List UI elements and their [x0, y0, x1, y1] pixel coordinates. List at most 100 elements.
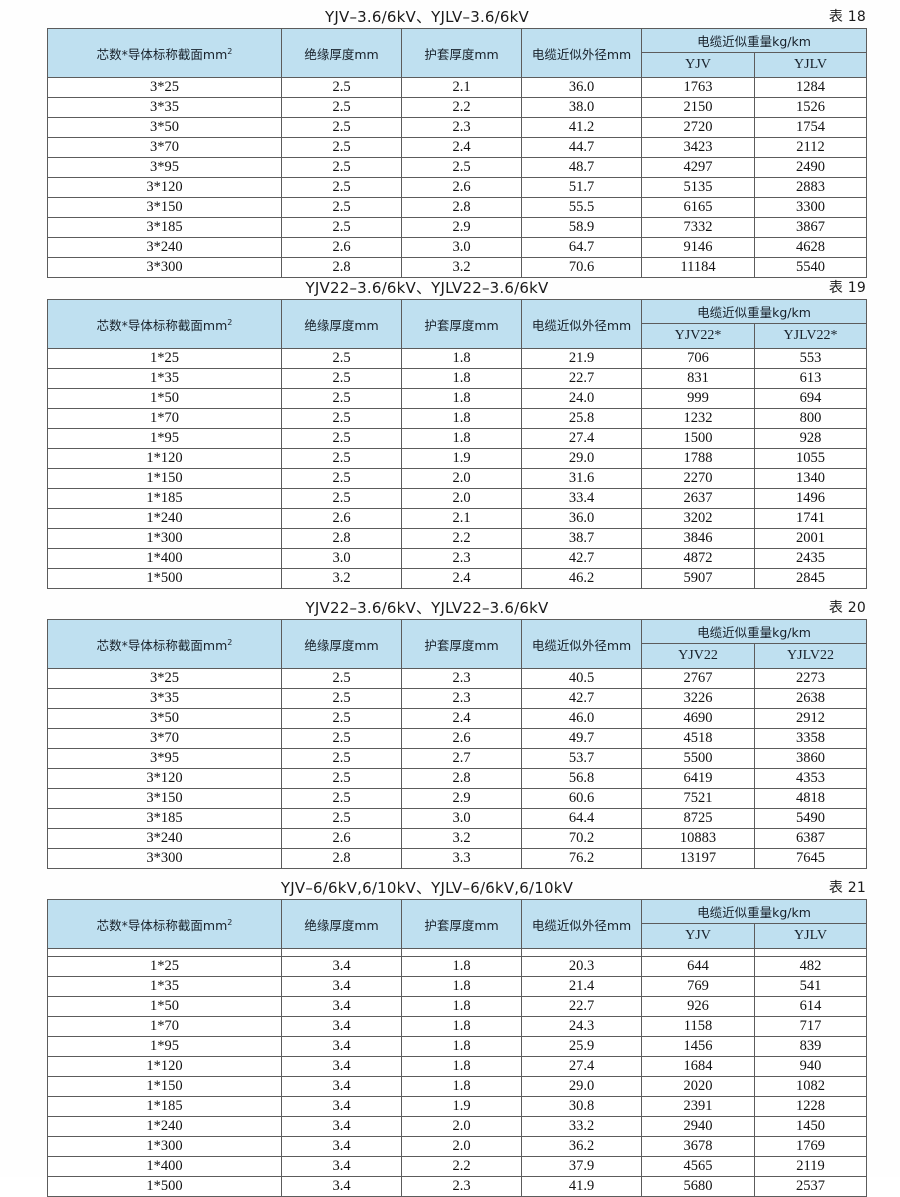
table-row: 1*35 2.5 1.8 22.7 831 613 [47, 368, 867, 389]
cell-value: 37.9 [521, 1156, 642, 1177]
cell-value: 4818 [754, 788, 867, 809]
cell-value: 2020 [641, 1076, 755, 1097]
cell-value: 4628 [754, 237, 867, 258]
cell-value: 2.5 [281, 488, 402, 509]
cell-value: 1.9 [401, 1096, 522, 1117]
cell-value: 24.0 [521, 388, 642, 409]
header-outer-diameter: 电缆近似外径mm [521, 619, 642, 669]
cell-value: 2.6 [281, 237, 402, 258]
cell-value: 1284 [754, 77, 867, 98]
table-19-head: 芯数*导体标称截面mm2 绝缘厚度mm 护套厚度mm 电缆近似外径mm 电缆近似重量kg… [47, 299, 867, 349]
cell-value: 839 [754, 1036, 867, 1057]
cell-value: 2.9 [401, 788, 522, 809]
cell-value: 55.5 [521, 197, 642, 218]
cell-spec: 1*70 [47, 408, 282, 429]
cell-spec: 3*150 [47, 788, 282, 809]
table-row: 1*50 3.4 1.8 22.7 926 614 [47, 996, 867, 1017]
cell-value: 2.5 [281, 368, 402, 389]
table-row: 1*70 3.4 1.8 24.3 1158 717 [47, 1016, 867, 1037]
cell-value: 22.7 [521, 996, 642, 1017]
cell-value: 36.0 [521, 77, 642, 98]
table-row: 3*95 2.5 2.5 48.7 4297 2490 [47, 157, 867, 178]
cell-value: 7521 [641, 788, 755, 809]
cell-value: 25.8 [521, 408, 642, 429]
spacer-cell [47, 948, 282, 957]
cell-value: 3678 [641, 1136, 755, 1157]
cell-spec: 1*70 [47, 1016, 282, 1037]
cell-value: 2273 [754, 668, 867, 689]
cell-value: 2.3 [401, 1176, 522, 1197]
cell-value: 3.4 [281, 956, 402, 977]
header-insulation-thickness: 绝缘厚度mm [281, 619, 402, 669]
cell-value: 940 [754, 1056, 867, 1077]
cell-value: 2.4 [401, 137, 522, 158]
table-20-head: 芯数*导体标称截面mm2 绝缘厚度mm 护套厚度mm 电缆近似外径mm 电缆近似重量kg… [47, 619, 867, 669]
cell-value: 3423 [641, 137, 755, 158]
table-18-title: YJV–3.6/6kV、YJLV–3.6/6kV [324, 8, 530, 26]
cell-value: 3.4 [281, 976, 402, 997]
cell-value: 2.3 [401, 117, 522, 138]
header-row-secondary: YJV22 YJLV22 [48, 643, 867, 669]
header-row-primary: 芯数*导体标称截面mm2 绝缘厚度mm 护套厚度mm 电缆近似外径mm 电缆近似重量kg… [47, 299, 867, 349]
table-row: 3*70 2.5 2.4 44.7 3423 2112 [47, 137, 867, 158]
table-row: 3*240 2.6 3.0 64.7 9146 4628 [47, 237, 867, 258]
header-sheath-thickness: 护套厚度mm [401, 899, 522, 949]
cell-value: 4565 [641, 1156, 755, 1177]
cell-value: 2.5 [281, 177, 402, 198]
cell-value: 1.8 [401, 348, 522, 369]
header-core-count: 芯数 [96, 317, 122, 333]
cell-value: 2.1 [401, 77, 522, 98]
cell-value: 4297 [641, 157, 755, 178]
cell-value: 5490 [754, 808, 867, 829]
table-18: 芯数*导体标称截面mm2 绝缘厚度mm 护套厚度mm 电缆近似外径mm 电缆近似重量kg… [47, 28, 867, 278]
cell-value: 3846 [641, 528, 755, 549]
cell-value: 2.8 [401, 768, 522, 789]
cell-spec: 3*25 [47, 668, 282, 689]
cell-value: 1763 [641, 77, 755, 98]
header-insulation-thickness: 绝缘厚度mm [281, 28, 402, 78]
table-21-caption: YJV–6/6kV,6/10kV、YJLV–6/6kV,6/10kV 表 21 [47, 877, 866, 899]
cell-value: 3.0 [401, 808, 522, 829]
table-21: 芯数*导体标称截面mm2 绝缘厚度mm 护套厚度mm 电缆近似外径mm 电缆近似重量kg… [47, 899, 867, 1197]
cell-value: 3.4 [281, 1176, 402, 1197]
cell-value: 2.6 [401, 177, 522, 198]
cell-value: 49.7 [521, 728, 642, 749]
cell-value: 4690 [641, 708, 755, 729]
cell-value: 3.4 [281, 1096, 402, 1117]
cell-value: 706 [641, 348, 755, 369]
table-row: 1*70 2.5 1.8 25.8 1232 800 [47, 408, 867, 429]
header-section-exponent: 2 [227, 637, 233, 647]
table-row: 1*300 3.4 2.0 36.2 3678 1769 [47, 1136, 867, 1157]
cell-value: 10883 [641, 828, 755, 849]
cell-value: 2.5 [281, 348, 402, 369]
cell-value: 46.0 [521, 708, 642, 729]
cell-spec: 1*50 [47, 996, 282, 1017]
header-weight-type-right: YJLV [754, 923, 867, 949]
table-row: 1*500 3.2 2.4 46.2 5907 2845 [47, 568, 867, 589]
cell-value: 2.0 [401, 468, 522, 489]
cell-value: 21.9 [521, 348, 642, 369]
cell-spec: 3*185 [47, 217, 282, 238]
table-row: 1*240 2.6 2.1 36.0 3202 1741 [47, 508, 867, 529]
header-row-secondary: YJV22* YJLV22* [48, 323, 867, 349]
cell-value: 1450 [754, 1116, 867, 1137]
header-sheath-thickness: 护套厚度mm [401, 299, 522, 349]
cell-value: 1.8 [401, 388, 522, 409]
cell-value: 42.7 [521, 688, 642, 709]
cell-value: 1.8 [401, 956, 522, 977]
spacer-cell [754, 948, 867, 957]
header-section-text: 导体标称截面mm [127, 46, 228, 62]
cell-value: 2537 [754, 1176, 867, 1197]
cell-spec: 1*185 [47, 488, 282, 509]
cell-value: 613 [754, 368, 867, 389]
cell-value: 1456 [641, 1036, 755, 1057]
table-18-block: YJV–3.6/6kV、YJLV–3.6/6kV 表 18 芯数*导体标称截面mm2… [47, 6, 867, 278]
cell-spec: 3*95 [47, 748, 282, 769]
header-outer-diameter: 电缆近似外径mm [521, 28, 642, 78]
cell-spec: 1*185 [47, 1096, 282, 1117]
cell-value: 2.0 [401, 1116, 522, 1137]
cell-value: 70.2 [521, 828, 642, 849]
table-21-head: 芯数*导体标称截面mm2 绝缘厚度mm 护套厚度mm 电缆近似外径mm 电缆近似重量kg… [47, 899, 867, 949]
cell-value: 5680 [641, 1176, 755, 1197]
table-row: 3*300 2.8 3.3 76.2 13197 7645 [47, 848, 867, 869]
